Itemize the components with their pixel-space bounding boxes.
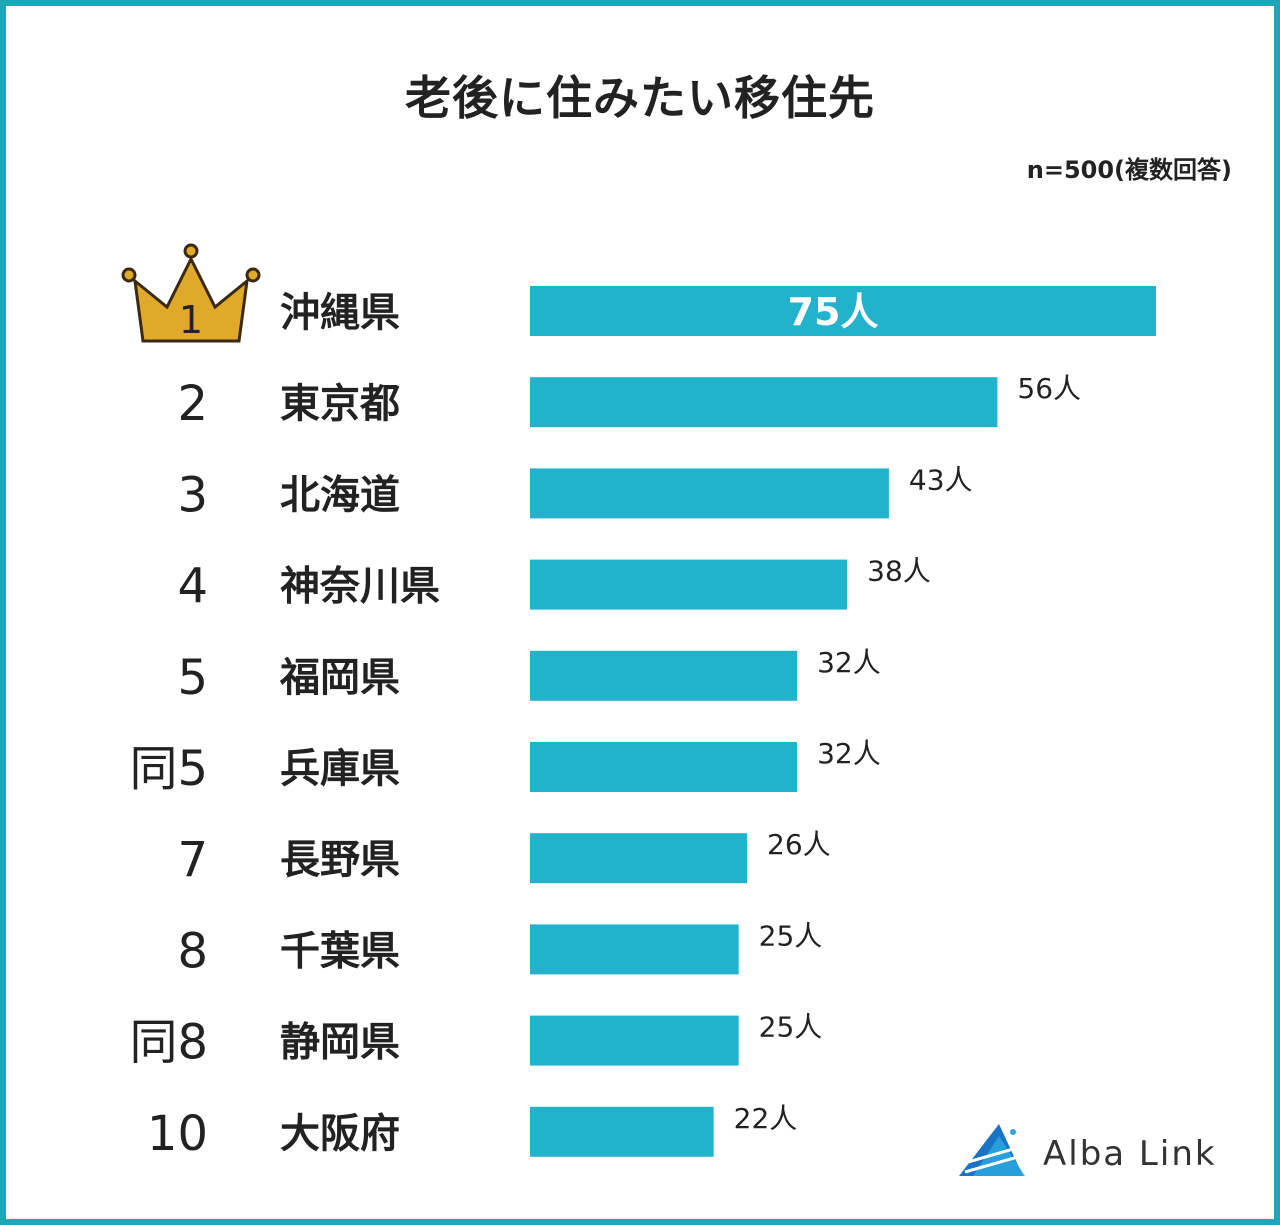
rank-label: 2	[177, 376, 208, 432]
chart-title: 老後に住みたい移住先	[405, 71, 875, 125]
rank-label: 8	[177, 923, 208, 979]
rank-label: 4	[177, 559, 208, 615]
bar	[530, 650, 798, 701]
category-label: 北海道	[280, 472, 400, 518]
sample-note: n=500(複数回答)	[1026, 156, 1232, 184]
bar	[530, 1106, 714, 1157]
rank-label: 同8	[129, 1015, 208, 1071]
bar	[530, 1015, 739, 1066]
category-label: 神奈川県	[280, 564, 440, 610]
data-label: 32人	[817, 646, 881, 679]
data-label: 56人	[1017, 372, 1081, 405]
rank-label: 7	[177, 832, 208, 888]
rank-label: 5	[177, 650, 208, 706]
data-label: 25人	[759, 919, 823, 952]
bar	[530, 924, 739, 975]
category-label: 沖縄県	[280, 290, 400, 336]
data-label: 26人	[767, 828, 831, 861]
bar	[530, 377, 998, 428]
data-label: 75人	[788, 290, 879, 334]
rank-label: 同5	[129, 741, 208, 797]
rank-label: 10	[147, 1106, 208, 1162]
category-label: 静岡県	[280, 1020, 400, 1066]
category-label: 福岡県	[279, 655, 400, 701]
data-label: 22人	[734, 1102, 798, 1135]
bar	[530, 559, 848, 610]
category-label: 長野県	[280, 837, 400, 883]
bar	[530, 468, 889, 519]
category-label: 千葉県	[280, 928, 400, 974]
crown-icon	[121, 243, 261, 343]
brand-name: Alba Link	[1043, 1134, 1217, 1174]
category-label: 東京都	[280, 381, 400, 427]
bar	[530, 833, 748, 884]
data-label: 43人	[909, 463, 973, 496]
brand-logo: Alba Link	[955, 1118, 1255, 1188]
bar	[530, 742, 798, 792]
rank-label: 3	[177, 467, 208, 523]
bar	[530, 286, 1156, 336]
category-label: 兵庫県	[280, 746, 400, 792]
data-label: 25人	[759, 1011, 823, 1044]
category-label: 大阪府	[280, 1111, 400, 1157]
data-label: 32人	[817, 737, 881, 770]
triangle-logo-icon	[959, 1124, 1025, 1176]
data-label: 38人	[867, 555, 931, 588]
rank-label: 1	[179, 298, 203, 342]
